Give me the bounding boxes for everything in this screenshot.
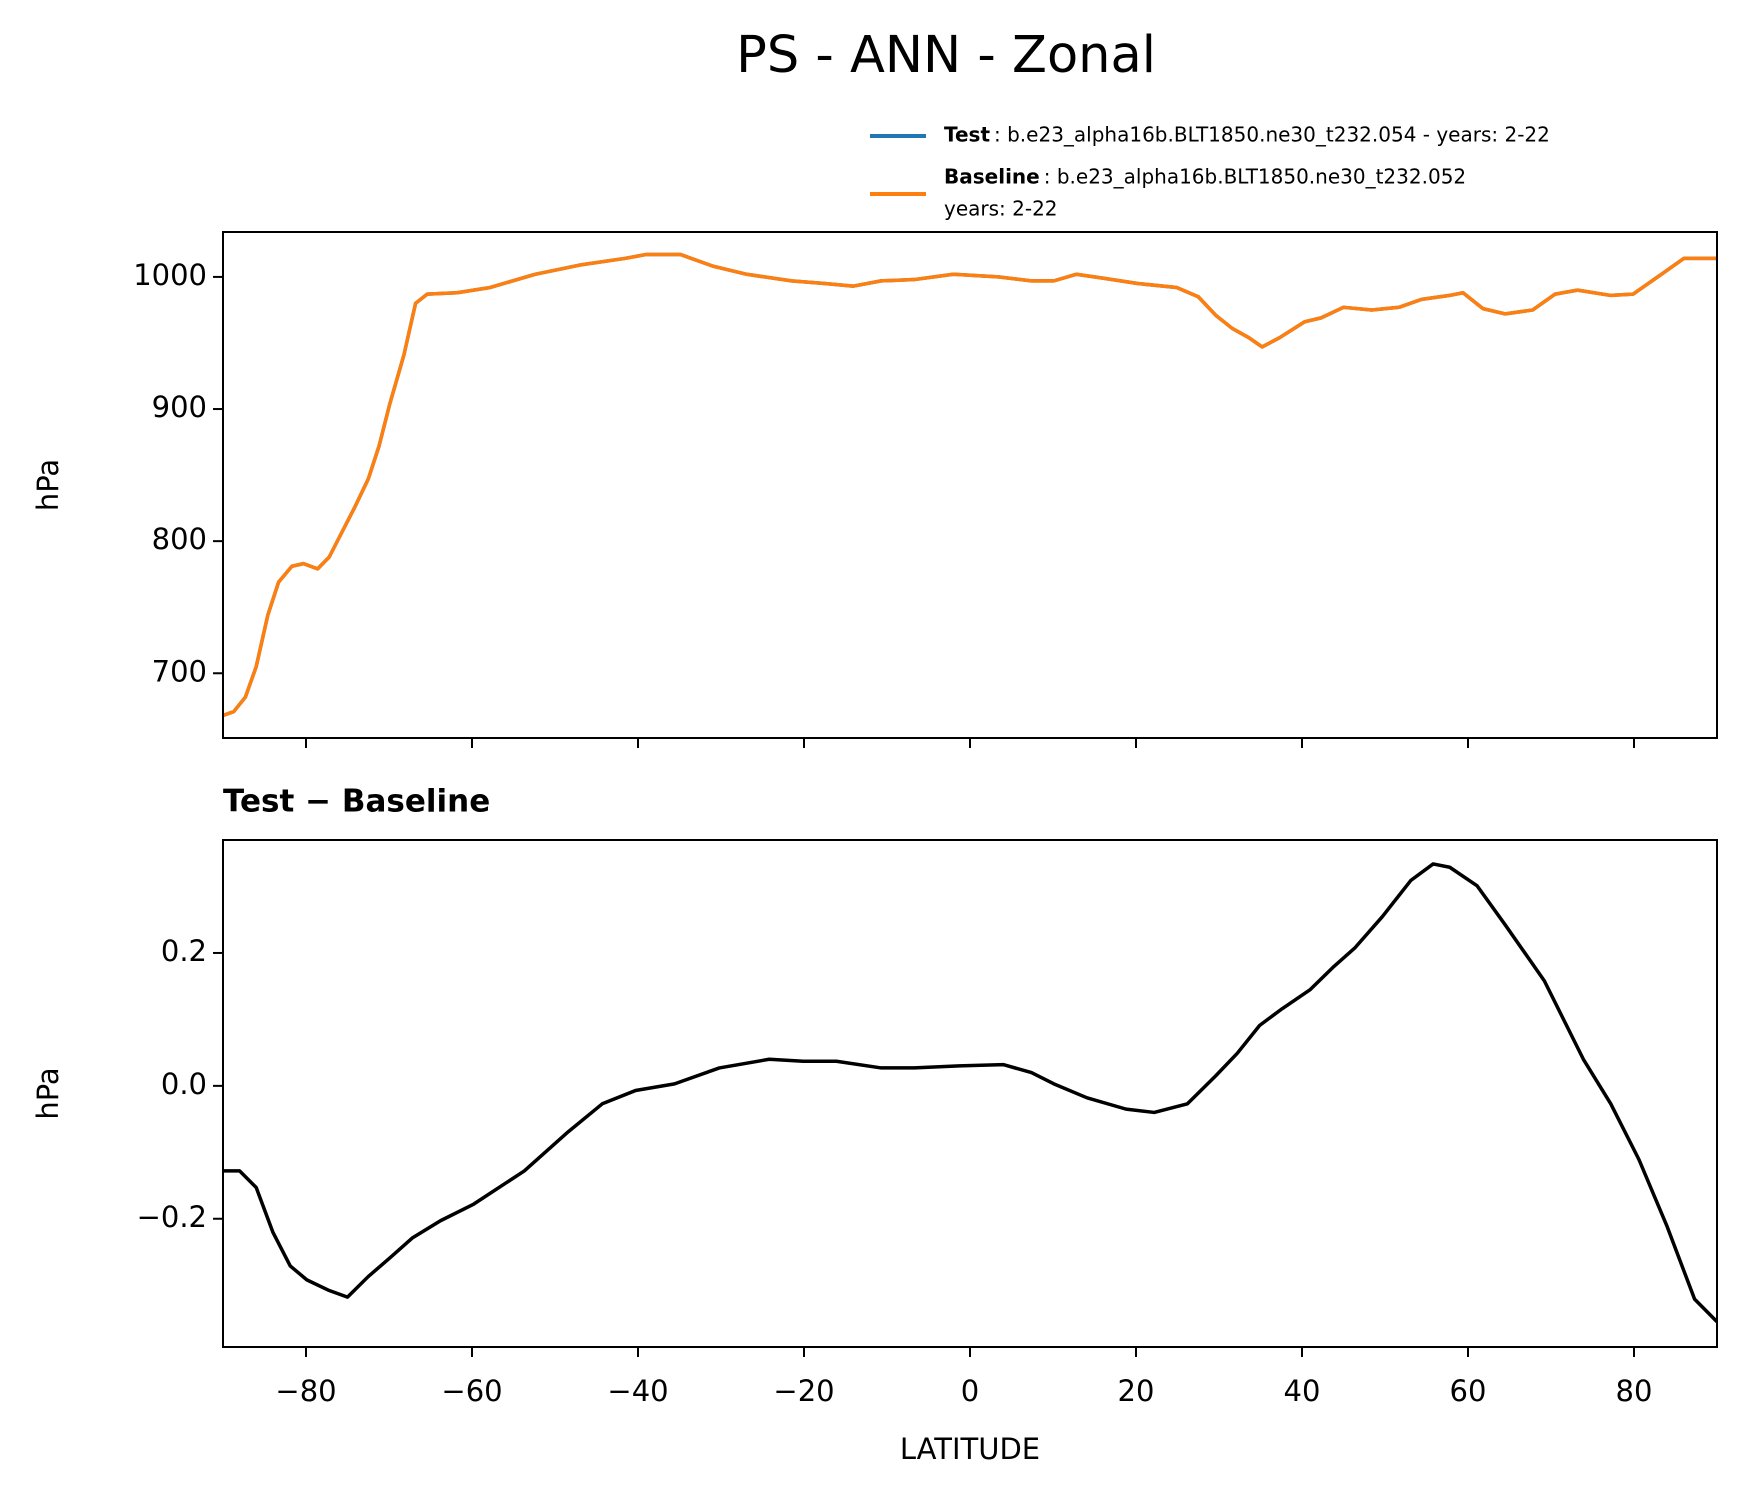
- x-tick-label: 60: [1450, 1374, 1487, 1408]
- x-tick-label: −80: [275, 1374, 336, 1408]
- y-tick-label: 700: [152, 654, 207, 688]
- x-tick-label: 0: [961, 1374, 979, 1408]
- y-axis-label: hPa: [31, 459, 65, 511]
- y-tick-label: 0.0: [161, 1067, 207, 1101]
- x-tick-label: 20: [1118, 1374, 1155, 1408]
- y-tick-label: 1000: [133, 258, 207, 292]
- y-tick-label: 900: [152, 390, 207, 424]
- y-axis-label: hPa: [31, 1067, 65, 1119]
- y-tick-label: −0.2: [137, 1200, 207, 1234]
- axes-frame: [222, 231, 1718, 739]
- x-tick-label: −40: [607, 1374, 668, 1408]
- panel-title: Test − Baseline: [223, 784, 490, 820]
- legend-label: : b.e23_alpha16b.BLT1850.ne30_t232.052: [1044, 165, 1466, 189]
- x-axis-label: LATITUDE: [900, 1432, 1040, 1466]
- x-tick-label: 40: [1284, 1374, 1321, 1408]
- legend-label: : b.e23_alpha16b.BLT1850.ne30_t232.054 -…: [994, 123, 1550, 147]
- data-line: [223, 252, 1717, 718]
- legend-label: years: 2-22: [944, 197, 1058, 221]
- x-tick-label: 80: [1616, 1374, 1653, 1408]
- data-line: [223, 252, 1717, 718]
- y-tick-label: 0.2: [161, 934, 207, 968]
- legend-name: Baseline: [944, 165, 1040, 189]
- legend-name: Test: [944, 123, 990, 147]
- x-tick-label: −60: [441, 1374, 502, 1408]
- y-tick-label: 800: [152, 522, 207, 556]
- x-tick-label: −20: [773, 1374, 834, 1408]
- data-line: [223, 862, 1717, 1323]
- axes-frame: [222, 839, 1718, 1348]
- chart-title: PS - ANN - Zonal: [736, 26, 1156, 85]
